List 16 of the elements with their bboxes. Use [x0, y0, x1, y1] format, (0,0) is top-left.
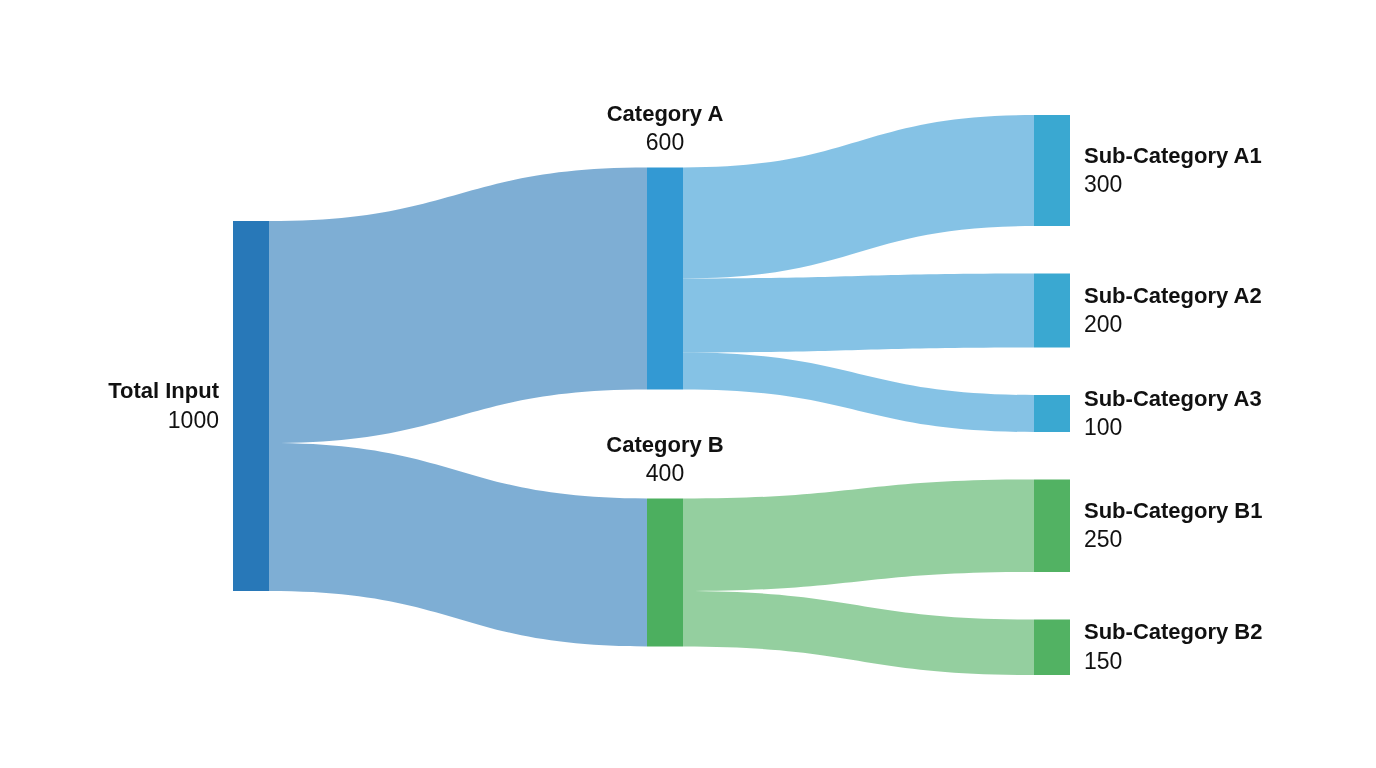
- data-label: 200: [1084, 310, 1123, 337]
- category-label: Sub-Category A3: [1084, 385, 1262, 411]
- category-label: Total Input: [108, 378, 220, 404]
- data-label: 150: [1084, 647, 1123, 674]
- data-label: 400: [645, 459, 685, 486]
- category-label: Sub-Category A1: [1084, 142, 1262, 168]
- data-label: 100: [1084, 413, 1123, 440]
- data-label: 250: [1084, 526, 1123, 553]
- category-label: Sub-Category B2: [1084, 619, 1263, 645]
- data-label: 600: [645, 128, 685, 155]
- data-label: 1000: [167, 407, 219, 434]
- category-label: Category B: [606, 431, 724, 457]
- category-label: Sub-Category B1: [1084, 497, 1263, 523]
- category-label: Sub-Category A2: [1084, 282, 1262, 308]
- data-label: 300: [1084, 170, 1123, 197]
- category-label: Category A: [606, 100, 724, 126]
